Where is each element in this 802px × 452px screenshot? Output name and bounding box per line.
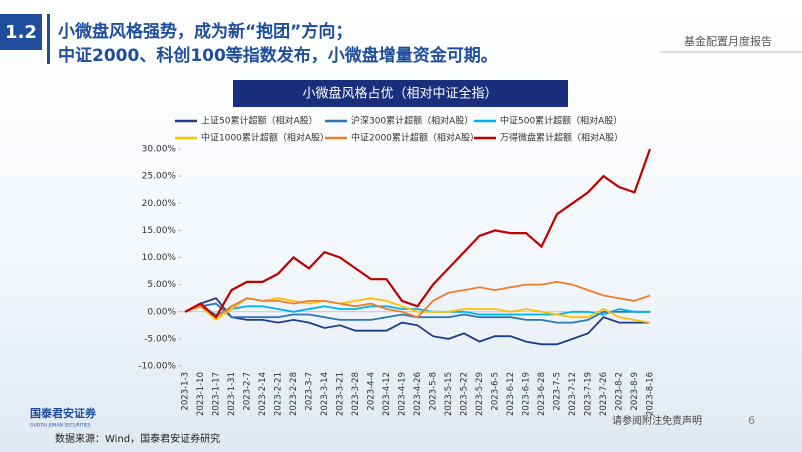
chart-title-box — [233, 80, 568, 107]
x-tick-label: 2023-5-22 — [460, 372, 470, 416]
source: 数据来源：Wind，国泰君安证券研究 — [55, 432, 220, 445]
x-tick-label: 2023-2-28 — [289, 372, 299, 416]
x-tick-label: 2023-6-19 — [522, 372, 532, 416]
title-line: 中证2000、科创100等指数发布，小微盘增量资金可期。 — [58, 45, 498, 66]
logo-en: GUOTAI JUNAN SECURITIES — [30, 423, 91, 429]
x-tick-label: 2023-4-19 — [398, 372, 408, 416]
legend-label: 万得微盘累计超额（相对A股） — [500, 132, 623, 144]
legend-label: 中证500累计超额（相对A股） — [500, 115, 622, 127]
x-tick-label: 2023-7-26 — [599, 372, 609, 416]
x-tick-label: 2023-2-7 — [243, 372, 253, 411]
legend-label: 沪深300累计超额（相对A股） — [351, 115, 473, 127]
x-tick-label: 2023-3-28 — [351, 372, 361, 416]
y-tick-label: 30.00% — [142, 145, 177, 155]
x-tick-label: 2023-7-12 — [568, 372, 578, 416]
x-tick-label: 2023-1-10 — [196, 372, 206, 416]
x-tick-label: 2023-2-14 — [258, 372, 268, 416]
series-line — [184, 280, 651, 319]
disclaimer: 请参阅附注免责声明 — [612, 414, 702, 427]
series-line — [184, 305, 650, 316]
page-number: 6 — [748, 414, 755, 427]
x-tick-label: 2023-2-21 — [274, 372, 284, 416]
x-tick-label: 2023-8-9 — [630, 372, 640, 411]
y-tick-label: 10.00% — [142, 253, 177, 263]
x-tick-label: 2023-1-17 — [212, 372, 222, 416]
x-tick-label: 2023-4-4 — [367, 372, 377, 411]
y-tick-label: 0.00% — [147, 307, 176, 317]
y-tick-label: 20.00% — [142, 199, 177, 209]
section-box — [0, 14, 42, 50]
y-tick-label: 25.00% — [142, 172, 177, 182]
x-tick-label: 2023-3-21 — [336, 372, 346, 416]
section-number: 1.2 — [5, 22, 37, 43]
x-tick-label: 2023-7-19 — [584, 372, 594, 416]
legend-label: 上证50累计超额（相对A股） — [201, 115, 318, 127]
x-tick-label: 2023-5-15 — [444, 372, 454, 416]
x-tick-label: 2023-4-26 — [413, 372, 423, 416]
x-tick-label: 2023-1-3 — [181, 372, 191, 411]
legend-label: 中证1000累计超额（相对A股） — [201, 132, 329, 144]
title-line: 小微盘风格强势，成为新“抱团”方向； — [58, 21, 352, 42]
x-tick-label: 2023-8-2 — [615, 372, 625, 411]
x-tick-label: 2023-4-12 — [382, 372, 392, 416]
series-line — [184, 297, 650, 346]
x-tick-label: 2023-7-5 — [553, 372, 563, 411]
chart-title: 小微盘风格占优（相对中证全指） — [302, 86, 497, 102]
x-tick-label: 2023-5-29 — [475, 372, 485, 416]
plot: 30.00% 25.00% 20.00% 15.00% 10.00% 5.00% 0.00%… — [138, 115, 655, 417]
x-tick-label: 2023-8-16 — [646, 372, 656, 416]
legend-label: 中证2000累计超额（相对A股） — [351, 132, 479, 144]
y-tick-label: -5.00% — [144, 334, 176, 344]
y-tick-label: -10.00% — [138, 362, 176, 372]
x-tick-label: 2023-3-7 — [305, 372, 315, 411]
x-tick-label: 2023-6-5 — [491, 372, 501, 411]
divider — [47, 14, 50, 64]
x-tick-label: 2023-1-31 — [227, 372, 237, 416]
x-tick-label: 2023-6-28 — [537, 372, 547, 416]
report-name: 基金配置月度报告 — [684, 34, 772, 48]
x-tick-label: 2023-5-8 — [429, 372, 439, 411]
y-tick-label: 15.00% — [142, 226, 177, 236]
x-tick-label: 2023-3-14 — [320, 372, 330, 416]
series-line — [184, 148, 652, 319]
logo: 国泰君安证券 — [30, 406, 97, 420]
y-tick-label: 5.00% — [147, 280, 176, 290]
x-tick-label: 2023-6-12 — [506, 372, 516, 416]
